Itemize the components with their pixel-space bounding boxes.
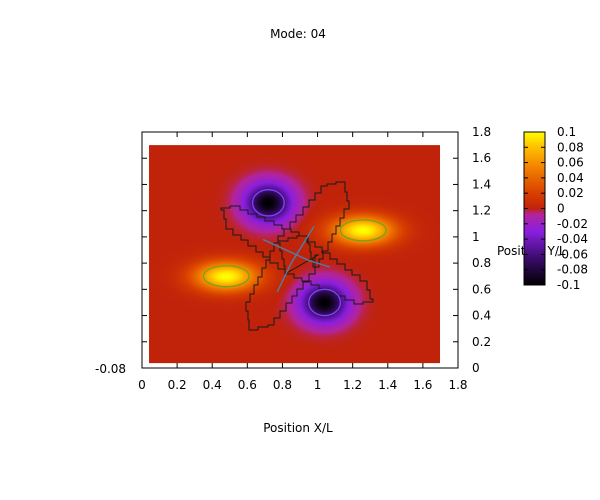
x-tick-label: 1 xyxy=(314,378,322,392)
colorbar-tick-label: 0.02 xyxy=(557,186,584,200)
domain-outline xyxy=(220,181,374,331)
y-tick-label: 1.2 xyxy=(472,204,491,218)
colorbar-tick-label: -0.08 xyxy=(557,263,588,277)
y-tick-label: 1.4 xyxy=(472,177,491,191)
contour-ring xyxy=(202,265,250,288)
contour-ring xyxy=(339,219,387,242)
contour-ring xyxy=(251,189,285,217)
contour-lines xyxy=(202,189,387,317)
colorbar-tick-label: 0.04 xyxy=(557,171,584,185)
y-axis-ticks: 0 0.2 0.4 0.6 0.8 1 1.2 1.4 1.6 1.8 xyxy=(142,125,491,375)
y-tick-label: 1.8 xyxy=(472,125,491,139)
x-tick-label: 0.4 xyxy=(203,378,222,392)
y-tick-label: 0.4 xyxy=(472,309,491,323)
colorbar-tick-label: 0.08 xyxy=(557,140,584,154)
overlapped-axis-label: -0.08 xyxy=(95,362,126,376)
colorbar-tick-label: -0.06 xyxy=(557,247,588,261)
contour-ring xyxy=(308,288,342,317)
y-tick-label: 0.2 xyxy=(472,335,491,349)
colorbar-tick-label: -0.02 xyxy=(557,217,588,231)
colorbar-tick-label: -0.04 xyxy=(557,232,588,246)
y-tick-label: 1.6 xyxy=(472,151,491,165)
colorbar-tick-label: 0.06 xyxy=(557,156,584,170)
chart-title: Mode: 04 xyxy=(270,27,326,41)
x-axis-ticks: 0 0.2 0.4 0.6 0.8 1 1.2 1.4 1.6 1.8 xyxy=(138,132,468,392)
x-tick-label: 0.8 xyxy=(273,378,292,392)
y-tick-label: 0 xyxy=(472,361,480,375)
x-axis-label: Position X/L xyxy=(263,421,333,435)
colorbar-tick-label: 0 xyxy=(557,202,565,216)
x-tick-label: 1.2 xyxy=(343,378,362,392)
y-tick-label: 1 xyxy=(472,230,480,244)
x-tick-label: 0.2 xyxy=(168,378,187,392)
colorbar-ticks: 0.10.08 0.060.040.02 0-0.02-0.04-0.06 -0.08… xyxy=(524,125,588,292)
colorbar-tick-label: -0.1 xyxy=(557,278,580,292)
x-tick-label: 1.6 xyxy=(413,378,432,392)
x-tick-label: 1.8 xyxy=(448,378,467,392)
colorbar-tick-label: 0.1 xyxy=(557,125,576,139)
y-tick-label: 0.8 xyxy=(472,256,491,270)
x-tick-label: 1.4 xyxy=(378,378,397,392)
plot-border xyxy=(141,131,459,369)
x-tick-label: 0.6 xyxy=(238,378,257,392)
nodal-lines xyxy=(262,226,331,293)
x-tick-label: 0 xyxy=(138,378,146,392)
y-tick-label: 0.6 xyxy=(472,282,491,296)
